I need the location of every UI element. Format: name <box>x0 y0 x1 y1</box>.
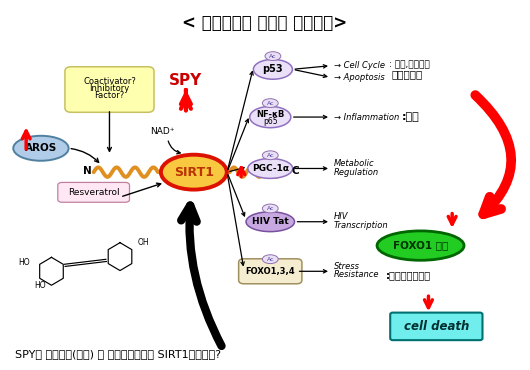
Ellipse shape <box>265 52 281 61</box>
Text: → Apoptosis: → Apoptosis <box>333 73 384 82</box>
Text: OH: OH <box>137 238 149 247</box>
FancyBboxPatch shape <box>65 67 154 112</box>
Text: HIV: HIV <box>333 212 348 222</box>
FancyBboxPatch shape <box>390 313 482 340</box>
FancyBboxPatch shape <box>58 182 129 202</box>
Ellipse shape <box>262 204 278 213</box>
Text: → Cell Cycle: → Cell Cycle <box>333 61 385 70</box>
Text: SIRT1: SIRT1 <box>174 166 214 179</box>
Text: : 장수,수명연장: : 장수,수명연장 <box>389 60 430 69</box>
Ellipse shape <box>262 255 278 263</box>
Text: Ac: Ac <box>267 257 274 262</box>
Text: N: N <box>83 166 92 176</box>
Text: Regulation: Regulation <box>333 168 378 176</box>
Text: cell death: cell death <box>404 320 469 333</box>
Ellipse shape <box>248 159 293 178</box>
Text: Ac: Ac <box>269 54 277 58</box>
Text: Factor?: Factor? <box>94 91 125 100</box>
Text: p53: p53 <box>262 64 283 74</box>
FancyArrowPatch shape <box>475 95 511 214</box>
Text: < 퇴행성질환 원인과 억제기전>: < 퇴행성질환 원인과 억제기전> <box>182 14 348 32</box>
Ellipse shape <box>13 136 68 161</box>
Text: SPY는 수명연장(장수) 및 치매억제시키는 SIRT1활성화제?: SPY는 수명연장(장수) 및 치매억제시키는 SIRT1활성화제? <box>14 349 220 359</box>
Text: HO: HO <box>34 281 46 290</box>
Text: :치매단백질생성: :치매단백질생성 <box>386 270 431 280</box>
Text: C: C <box>292 166 299 176</box>
Text: Stress: Stress <box>333 262 359 271</box>
Text: Inhibitory: Inhibitory <box>90 84 130 93</box>
Text: SPY: SPY <box>169 73 202 88</box>
Text: Metabolic: Metabolic <box>333 159 374 168</box>
Ellipse shape <box>246 212 295 232</box>
Text: PGC-1α: PGC-1α <box>252 164 289 173</box>
Text: NAD⁺: NAD⁺ <box>150 127 174 136</box>
Text: p65: p65 <box>263 117 278 126</box>
Text: Ac: Ac <box>267 101 274 105</box>
Ellipse shape <box>253 60 293 79</box>
Text: Resveratrol: Resveratrol <box>68 188 119 197</box>
Text: HIV Tat: HIV Tat <box>252 217 289 226</box>
Ellipse shape <box>161 155 227 189</box>
Text: NF-κB: NF-κB <box>256 110 285 119</box>
Text: → Inflammation: → Inflammation <box>333 112 399 122</box>
Text: Ac: Ac <box>267 153 274 158</box>
Ellipse shape <box>262 99 278 108</box>
Ellipse shape <box>262 151 278 160</box>
Text: FOXO1,3,4: FOXO1,3,4 <box>245 267 295 276</box>
Text: 관련단백질: 관련단백질 <box>392 69 423 79</box>
Text: Coactivator?: Coactivator? <box>83 77 136 86</box>
Text: Ac: Ac <box>267 206 274 211</box>
Text: Transcription: Transcription <box>333 221 388 230</box>
Text: AROS: AROS <box>25 143 57 153</box>
Text: :치매: :치매 <box>402 112 420 122</box>
Ellipse shape <box>250 107 291 128</box>
Text: Resistance: Resistance <box>333 270 379 279</box>
Text: HO: HO <box>18 258 30 267</box>
FancyBboxPatch shape <box>238 259 302 284</box>
Text: FOXO1 발현: FOXO1 발현 <box>393 240 448 250</box>
Ellipse shape <box>377 231 464 260</box>
